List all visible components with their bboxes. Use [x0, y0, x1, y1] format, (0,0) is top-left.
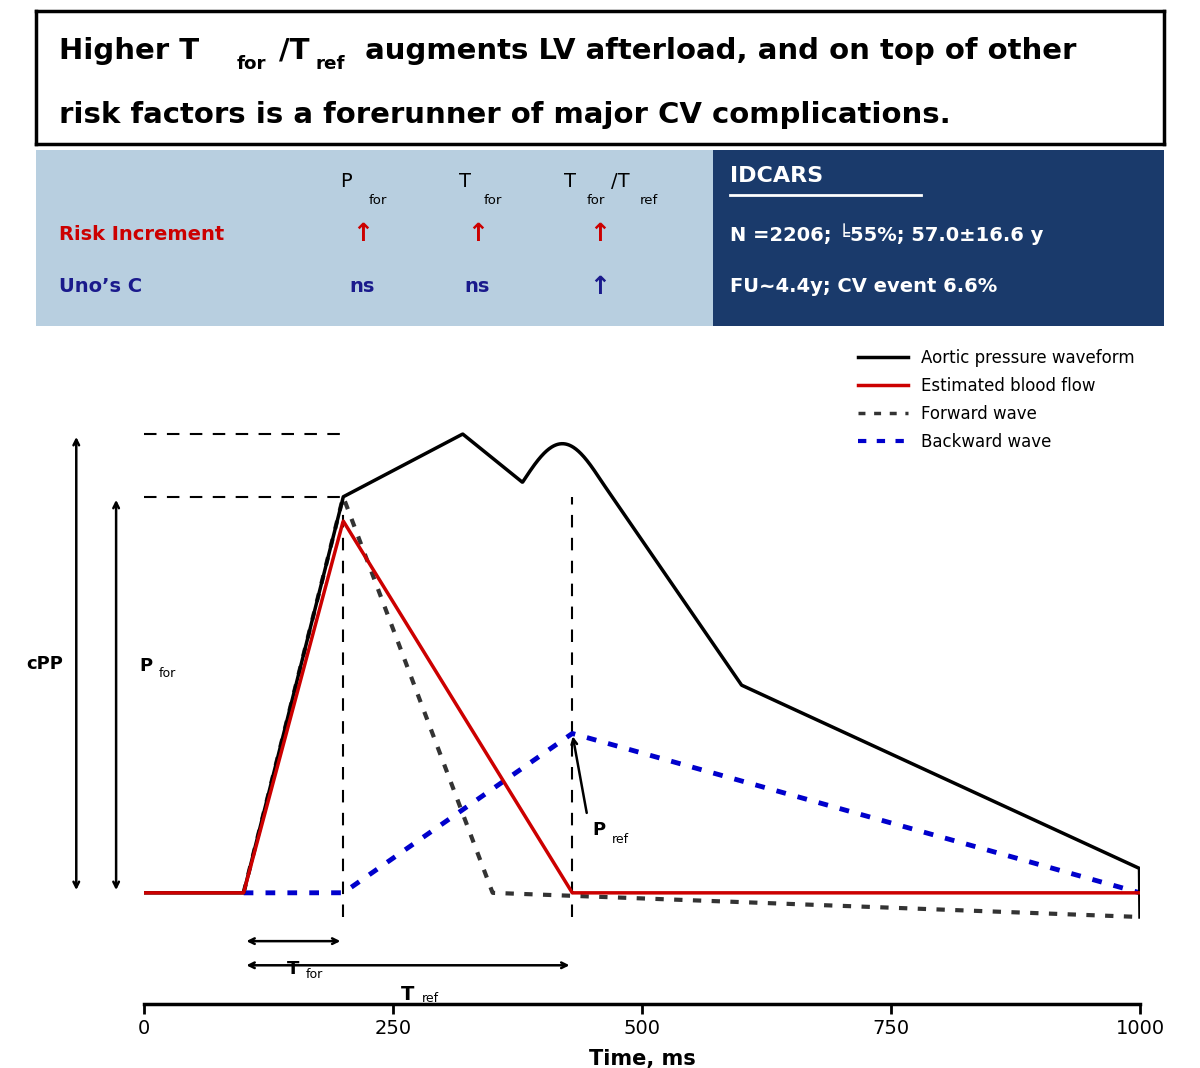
Text: /T: /T [278, 36, 310, 65]
Text: for: for [158, 666, 176, 679]
Text: ↑: ↑ [467, 222, 488, 246]
Text: /T: /T [611, 172, 630, 191]
Text: ns: ns [464, 278, 490, 297]
Text: ↑: ↑ [589, 274, 610, 299]
Text: Risk Increment: Risk Increment [59, 224, 224, 244]
Text: for: for [484, 194, 502, 207]
Text: P: P [593, 821, 605, 839]
Text: risk factors is a forerunner of major CV complications.: risk factors is a forerunner of major CV… [59, 100, 950, 129]
Text: ref: ref [640, 194, 658, 207]
Text: ref: ref [612, 833, 629, 846]
Legend: Aortic pressure waveform, Estimated blood flow, Forward wave, Backward wave: Aortic pressure waveform, Estimated bloo… [851, 343, 1141, 457]
Text: T: T [564, 172, 576, 191]
Text: P: P [341, 172, 352, 191]
Text: ↑: ↑ [352, 222, 373, 246]
Text: cPP: cPP [26, 655, 62, 673]
Bar [36, 150, 713, 326]
Text: ref: ref [316, 56, 346, 73]
Text: T: T [401, 985, 415, 1004]
Text: P: P [139, 657, 152, 675]
Text: FU~4.4y; CV event 6.6%: FU~4.4y; CV event 6.6% [730, 278, 997, 297]
Text: for: for [236, 56, 266, 73]
Text: T: T [458, 172, 470, 191]
Text: for: for [587, 194, 605, 207]
Text: for: for [368, 194, 388, 207]
Text: ↑: ↑ [589, 222, 610, 246]
Text: for: for [305, 968, 323, 980]
Text: ref: ref [422, 992, 439, 1005]
Bar [713, 150, 1164, 326]
Text: N =2206; ╘55%; 57.0±16.6 y: N =2206; ╘55%; 57.0±16.6 y [730, 223, 1043, 245]
Text: IDCARS: IDCARS [730, 166, 823, 186]
Text: Higher T: Higher T [59, 36, 199, 65]
Text: Uno’s C: Uno’s C [59, 278, 142, 297]
Text: T: T [287, 960, 300, 978]
X-axis label: Time, ms: Time, ms [589, 1049, 695, 1068]
Text: augments LV afterload, and on top of other: augments LV afterload, and on top of oth… [355, 36, 1076, 65]
Text: ns: ns [349, 278, 374, 297]
